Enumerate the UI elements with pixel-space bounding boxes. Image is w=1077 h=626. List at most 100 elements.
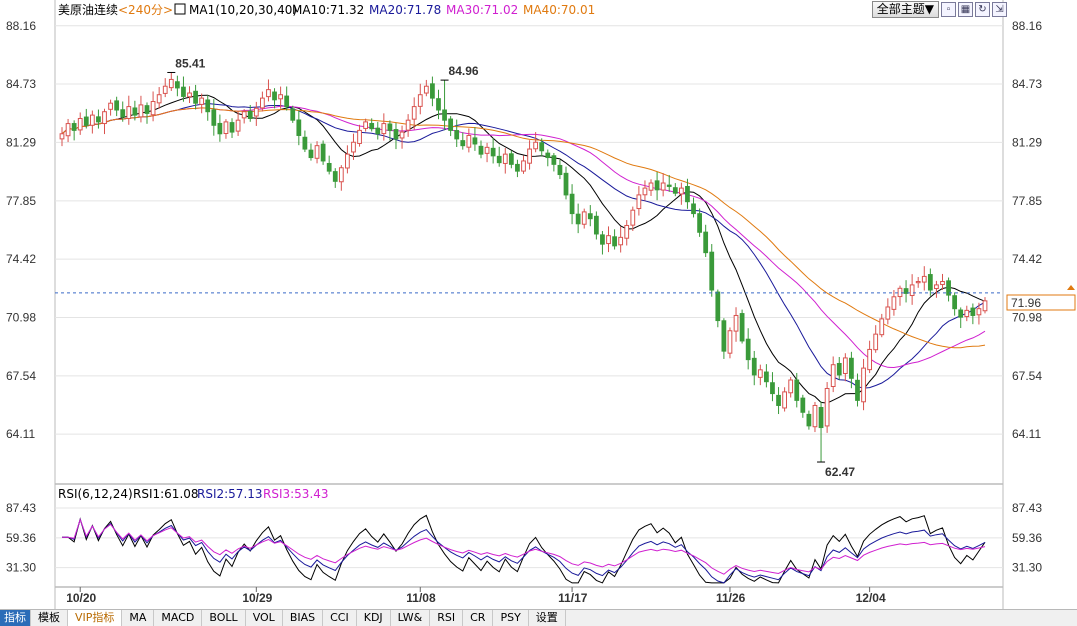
candle-down: [211, 109, 217, 126]
rsi3-value: RSI3:53.43: [263, 487, 329, 501]
candle-up: [168, 78, 174, 89]
candle-up: [102, 111, 107, 125]
candle-down: [575, 213, 581, 225]
candle-down: [478, 145, 484, 155]
candle-up: [108, 102, 113, 110]
ma-params-label[interactable]: MA1(10,20,30,40): [189, 3, 297, 17]
candle-down: [715, 291, 721, 322]
candle-down: [205, 99, 211, 113]
annotations-layer: 85.41 84.96 62.47: [55, 56, 1003, 479]
refresh-icon[interactable]: ↻: [975, 2, 990, 17]
grid-icon[interactable]: ▦: [958, 2, 973, 17]
candle-up: [357, 129, 362, 144]
candle-up: [417, 94, 423, 107]
candle-up: [162, 85, 168, 94]
ma10-value: MA10:71.32: [292, 3, 364, 17]
theme-selector-button[interactable]: 全部主题▼: [871, 1, 939, 18]
tab-kdj[interactable]: KDJ: [357, 610, 391, 626]
ma40-value: MA40:70.01: [523, 3, 595, 17]
candle-up: [727, 330, 733, 354]
candle-up: [757, 369, 763, 378]
candle-up: [636, 194, 642, 210]
candle-down: [83, 116, 89, 126]
candle-up: [411, 106, 417, 120]
candle-up: [65, 123, 71, 137]
ma40-line: [61, 107, 986, 349]
tab-macd[interactable]: MACD: [154, 610, 203, 626]
candle-up: [345, 153, 350, 169]
candle-up: [156, 94, 162, 104]
candle-up: [915, 281, 921, 284]
candles-layer: [59, 72, 988, 463]
rsi-tick-left: 59.36: [6, 531, 36, 545]
price-up-arrow-icon: [1067, 285, 1075, 290]
price-tick-left: 84.73: [6, 77, 36, 91]
rsi-tick-right: 59.36: [1012, 531, 1042, 545]
tab-vip[interactable]: VIP指标: [68, 610, 123, 626]
candle-down: [587, 213, 593, 220]
candle-down: [496, 155, 502, 164]
candle-up: [199, 97, 205, 105]
rsi2-value: RSI2:57.13: [197, 487, 263, 501]
candle-down: [721, 320, 727, 352]
candle-up: [241, 111, 247, 119]
candle-down: [448, 118, 454, 131]
candle-up: [423, 85, 429, 94]
period-label[interactable]: <240分>: [118, 3, 173, 17]
tab-settings[interactable]: 设置: [529, 610, 566, 626]
price-tick-right: 84.73: [1012, 77, 1042, 91]
date-label: 11/08: [406, 591, 436, 605]
tab-cr[interactable]: CR: [463, 610, 494, 626]
candle-up: [521, 160, 526, 172]
candle-up: [842, 357, 848, 374]
tab-vol[interactable]: VOL: [246, 610, 283, 626]
indicator-tab-bar: 指标 模板 VIP指标 MA MACD BOLL VOL BIAS CCI KDJ LW& RSI CR…: [0, 609, 1077, 626]
price-tick-left: 64.11: [6, 427, 35, 441]
tab-lw[interactable]: LW&: [391, 610, 431, 626]
candlestick-chart[interactable]: 85.41 84.96 62.47 88.16 88.16 84.73 84.73 81.2…: [0, 0, 1077, 609]
extreme-label: 85.41: [175, 56, 205, 70]
candle-up: [235, 119, 241, 132]
tab-ma[interactable]: MA: [122, 610, 155, 626]
candle-down: [666, 184, 672, 187]
candle-down: [436, 98, 441, 111]
expand-icon[interactable]: ⇲: [992, 2, 1007, 17]
candle-down: [193, 90, 198, 104]
candle-down: [545, 152, 551, 159]
rsi-params-label[interactable]: RSI(6,12,24): [58, 487, 133, 501]
candle-down: [685, 186, 690, 203]
candle-down: [508, 153, 514, 165]
candle-down: [818, 406, 824, 429]
candle-down: [703, 231, 709, 254]
candle-down: [551, 155, 557, 165]
tab-psy[interactable]: PSY: [493, 610, 529, 626]
candle-up: [363, 121, 369, 129]
candle-up: [885, 306, 891, 320]
tab-settings[interactable]: 模板: [31, 610, 68, 626]
candle-down: [460, 140, 466, 147]
candle-up: [921, 275, 927, 283]
candle-down: [472, 137, 478, 145]
candle-down: [958, 309, 964, 318]
candle-down: [302, 136, 308, 150]
candle-down: [654, 180, 660, 191]
ma-toggle-icon[interactable]: [174, 3, 186, 15]
candle-up: [660, 182, 666, 191]
candle-down: [320, 143, 326, 162]
candle-down: [751, 357, 757, 376]
candle-down: [217, 122, 223, 135]
tab-indicator[interactable]: 指标: [0, 610, 31, 626]
candle-down: [375, 127, 381, 135]
tab-boll[interactable]: BOLL: [202, 610, 246, 626]
date-label: 12/04: [856, 591, 886, 605]
candle-up: [314, 145, 320, 159]
tab-rsi[interactable]: RSI: [430, 610, 464, 626]
candle-down: [849, 357, 854, 379]
candle-up: [351, 141, 356, 153]
window-icon[interactable]: ▫: [941, 2, 956, 17]
tab-cci[interactable]: CCI: [323, 610, 357, 626]
tab-bias[interactable]: BIAS: [283, 610, 324, 626]
candle-up: [976, 308, 982, 316]
candle-down: [836, 362, 842, 376]
candle-down: [114, 100, 120, 111]
